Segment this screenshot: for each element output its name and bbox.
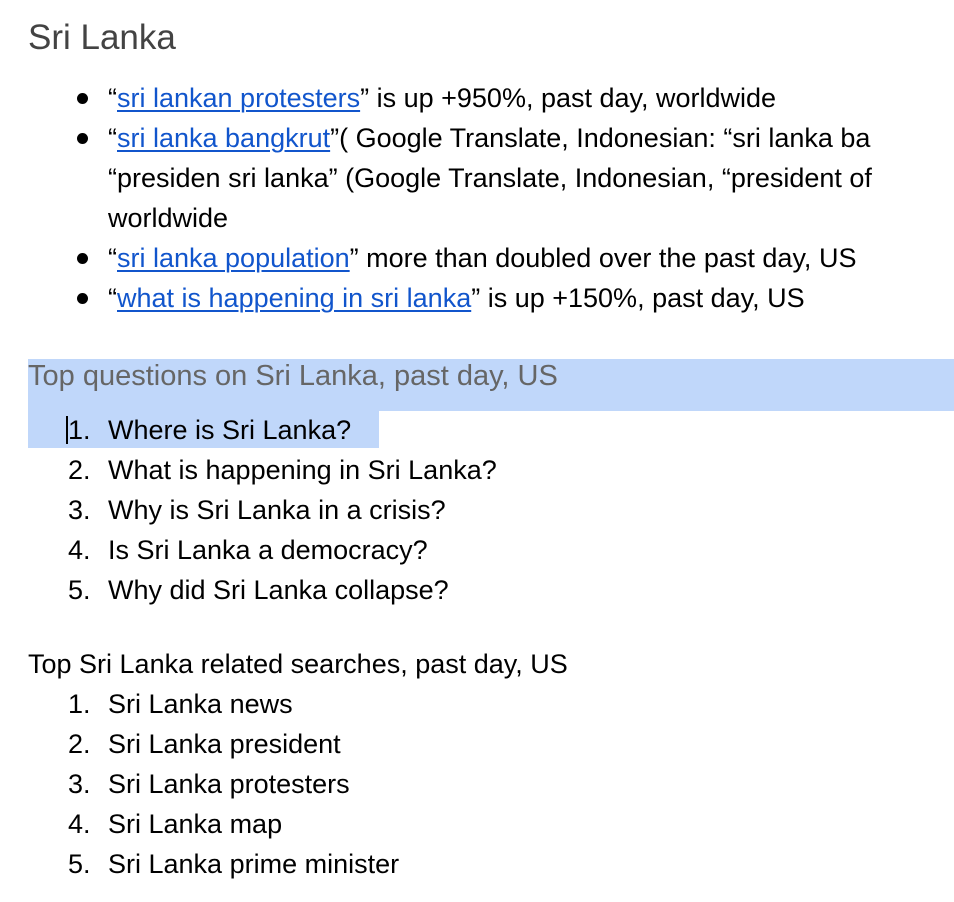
list-number: 1. [68, 689, 91, 719]
section-title: Sri Lanka [28, 18, 176, 57]
bullet-dot [77, 93, 88, 104]
bullet-dot [77, 253, 88, 264]
list-number: 5. [68, 575, 91, 605]
list-item: Sri Lanka protesters [108, 769, 350, 799]
text-selection-highlight [28, 359, 954, 411]
list-item: Sri Lanka president [108, 729, 341, 759]
list-number: 2. [68, 729, 91, 759]
trend-link-what-is-happening[interactable]: what is happening in sri lanka [117, 283, 472, 313]
list-item: Where is Sri Lanka? [108, 415, 352, 445]
list-number: 3. [68, 495, 91, 525]
list-number: 4. [68, 809, 91, 839]
list-item-continuation: worldwide [108, 203, 229, 233]
list-item: What is happening in Sri Lanka? [108, 455, 497, 485]
list-item: “what is happening in sri lanka” is up +… [108, 278, 805, 318]
questions-heading: Top questions on Sri Lanka, past day, US [28, 360, 558, 392]
list-item: Is Sri Lanka a democracy? [108, 535, 428, 565]
list-item-continuation: “presiden sri lanka” (Google Translate, … [108, 163, 872, 193]
trend-text: ” is up +950%, past day, worldwide [360, 83, 777, 113]
bullet-dot [77, 293, 88, 304]
text-selection-highlight [28, 411, 379, 448]
list-item: Sri Lanka news [108, 689, 293, 719]
trend-link-sri-lankan-protesters[interactable]: sri lankan protesters [117, 83, 361, 113]
list-item: Why is Sri Lanka in a crisis? [108, 495, 446, 525]
list-number: 3. [68, 769, 91, 799]
list-number: 1. [68, 415, 91, 445]
list-number: 2. [68, 455, 91, 485]
trend-link-sri-lanka-bangkrut[interactable]: sri lanka bangkrut [117, 123, 331, 153]
open-quote: “ [108, 83, 117, 113]
open-quote: “ [108, 123, 117, 153]
list-item: Sri Lanka map [108, 809, 283, 839]
trend-text: ” more than doubled over the past day, U… [349, 243, 857, 273]
list-number: 5. [68, 849, 91, 879]
trend-link-sri-lanka-population[interactable]: sri lanka population [117, 243, 350, 273]
bullet-dot [77, 133, 88, 144]
text-cursor [66, 416, 68, 444]
list-item: Why did Sri Lanka collapse? [108, 575, 449, 605]
open-quote: “ [108, 283, 117, 313]
trend-text: ” is up +150%, past day, US [471, 283, 805, 313]
searches-heading: Top Sri Lanka related searches, past day… [28, 649, 568, 679]
list-item: “sri lanka bangkrut”( Google Translate, … [108, 118, 870, 158]
list-number: 4. [68, 535, 91, 565]
open-quote: “ [108, 243, 117, 273]
list-item: Sri Lanka prime minister [108, 849, 400, 879]
list-item: “sri lanka population” more than doubled… [108, 238, 856, 278]
list-item: “sri lankan protesters” is up +950%, pas… [108, 78, 776, 118]
trend-text: ”( Google Translate, Indonesian: “sri la… [330, 123, 871, 153]
